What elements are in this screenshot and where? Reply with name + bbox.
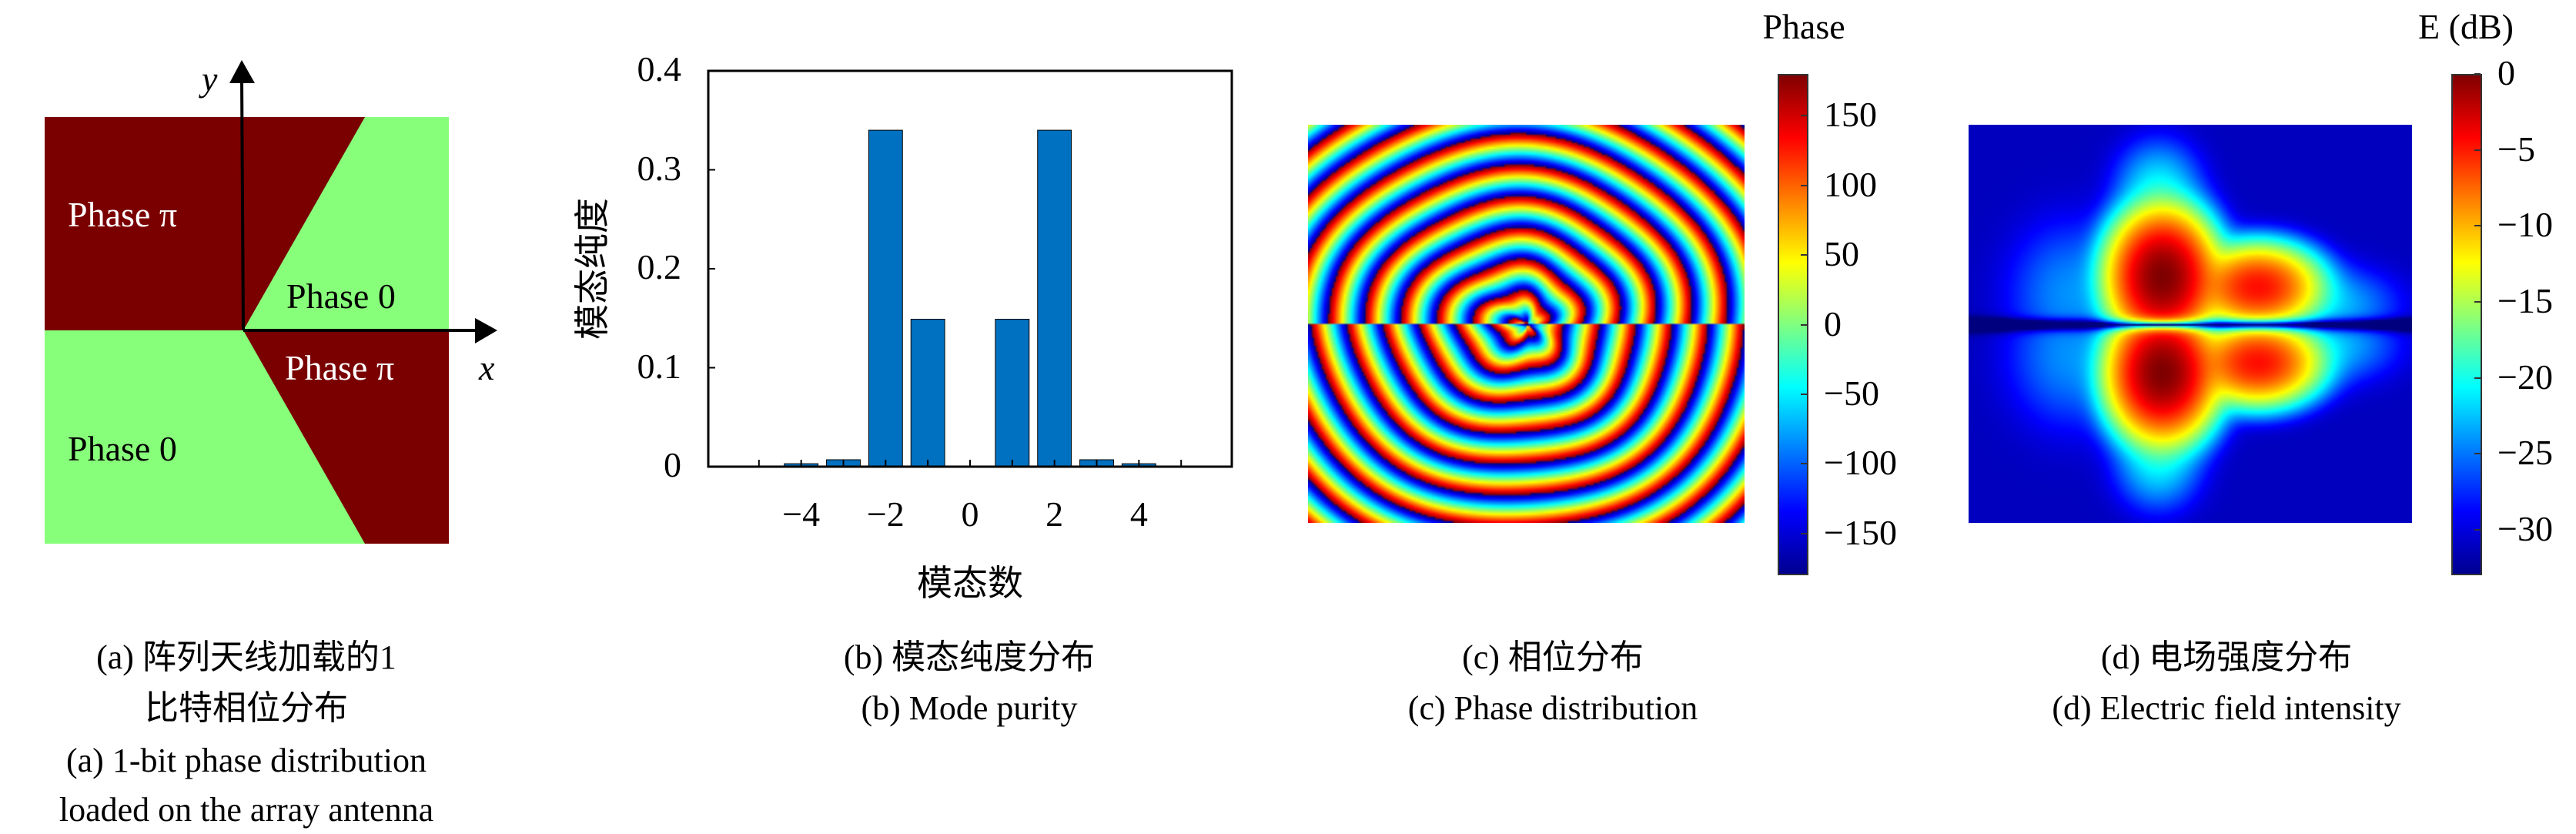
phase-colorbar-tick-label: 0 bbox=[1824, 303, 1842, 343]
efield-colorbar-tick-label: −10 bbox=[2497, 205, 2553, 245]
phase-colorbar-title: Phase bbox=[1762, 7, 1845, 46]
efield-colorbar-tick-mark bbox=[2474, 300, 2481, 303]
caption-a-line4: loaded on the array antenna bbox=[59, 791, 434, 829]
x-tick-label: 2 bbox=[1045, 494, 1064, 534]
bar-mode--2 bbox=[868, 129, 903, 467]
bar-chart-x-label: 模态数 bbox=[917, 564, 1023, 603]
efield-colorbar-tick-label: −15 bbox=[2497, 280, 2553, 320]
efield-colorbar-tick-label: −20 bbox=[2497, 357, 2553, 397]
efield-colorbar-tick-label: 0 bbox=[2497, 53, 2515, 92]
region-label-phase-0-right: Phase 0 bbox=[286, 276, 396, 316]
phase-colorbar-tick-mark bbox=[1801, 463, 1807, 465]
plot-frame bbox=[707, 69, 1233, 468]
caption-a-line3: (a) 1-bit phase distribution bbox=[65, 742, 427, 779]
efield-colorbar-tick-mark bbox=[2474, 528, 2481, 531]
x-tick-label: −4 bbox=[782, 494, 821, 534]
efield-colorbar-tick-mark bbox=[2474, 149, 2481, 151]
caption-a-line2: 比特相位分布 bbox=[145, 689, 348, 727]
phase-colorbar-tick-label: 150 bbox=[1824, 95, 1877, 135]
phase-colorbar-tick-mark bbox=[1801, 323, 1807, 326]
efield-colorbar bbox=[2451, 74, 2482, 575]
bar-mode--1 bbox=[910, 319, 945, 467]
phase-colorbar-tick-label: 100 bbox=[1824, 164, 1877, 204]
y-axis-arrow bbox=[240, 76, 245, 331]
phase-colorbar-tick-label: −50 bbox=[1824, 373, 1879, 413]
efield-colorbar-tick-mark bbox=[2474, 225, 2481, 227]
efield-colorbar-tick-mark bbox=[2474, 453, 2481, 455]
electric-field-intensity-map bbox=[1969, 125, 2412, 523]
x-axis-label: x bbox=[479, 348, 495, 387]
phase-colorbar-tick-label: 50 bbox=[1824, 234, 1859, 274]
efield-colorbar-tick-label: −30 bbox=[2497, 508, 2553, 548]
bar-mode-1 bbox=[995, 319, 1030, 467]
x-tick-label: −2 bbox=[866, 494, 905, 534]
mode-purity-bar-chart bbox=[707, 69, 1233, 468]
y-tick-label: 0 bbox=[664, 445, 681, 484]
bar-mode-2 bbox=[1037, 129, 1072, 467]
region-label-phase-pi-right: Phase π bbox=[285, 348, 395, 387]
efield-colorbar-title: E (dB) bbox=[2418, 7, 2514, 46]
caption-b-line2: (b) Mode purity bbox=[861, 689, 1078, 727]
phase-colorbar-tick-mark bbox=[1801, 532, 1807, 534]
region-phase-pi-bottom-right bbox=[243, 330, 449, 544]
x-tick-label: 0 bbox=[961, 494, 979, 534]
caption-d-line1: (d) 电场强度分布 bbox=[2100, 638, 2353, 676]
y-axis-label: y bbox=[202, 59, 218, 99]
phase-colorbar-tick-mark bbox=[1801, 254, 1807, 256]
region-phase-0-top-right bbox=[243, 117, 449, 330]
x-arrowhead-icon bbox=[475, 318, 497, 343]
bar-chart-y-label: 模态纯度 bbox=[573, 198, 612, 340]
phase-colorbar-tick-mark bbox=[1801, 115, 1807, 117]
efield-colorbar-tick-label: −25 bbox=[2497, 433, 2553, 473]
y-tick-label: 0.3 bbox=[637, 148, 682, 188]
caption-c-line2: (c) Phase distribution bbox=[1407, 689, 1698, 727]
caption-b-line1: (b) 模态纯度分布 bbox=[843, 638, 1096, 676]
caption-a-line1: (a) 阵列天线加载的1 bbox=[96, 638, 396, 676]
region-label-phase-0-bottom: Phase 0 bbox=[68, 429, 177, 468]
efield-colorbar-tick-mark bbox=[2474, 377, 2481, 379]
y-tick-label: 0.1 bbox=[637, 346, 682, 386]
y-arrowhead-icon bbox=[229, 60, 255, 83]
y-tick-label: 0.2 bbox=[637, 247, 682, 286]
caption-d-line2: (d) Electric field intensity bbox=[2052, 689, 2401, 727]
x-tick-label: 4 bbox=[1129, 494, 1148, 534]
efield-colorbar-tick-mark bbox=[2474, 73, 2481, 75]
phase-colorbar-tick-mark bbox=[1801, 393, 1807, 395]
phase-pattern-diagram bbox=[45, 60, 497, 544]
y-tick-label: 0.4 bbox=[637, 49, 682, 89]
phase-distribution-map bbox=[1308, 125, 1745, 523]
region-label-phase-pi-top: Phase π bbox=[68, 195, 178, 234]
efield-colorbar-tick-label: −5 bbox=[2497, 129, 2535, 169]
phase-colorbar-tick-label: −150 bbox=[1824, 512, 1897, 552]
caption-c-line1: (c) 相位分布 bbox=[1462, 638, 1644, 676]
phase-colorbar-tick-mark bbox=[1801, 184, 1807, 186]
phase-colorbar-tick-label: −100 bbox=[1824, 443, 1897, 483]
